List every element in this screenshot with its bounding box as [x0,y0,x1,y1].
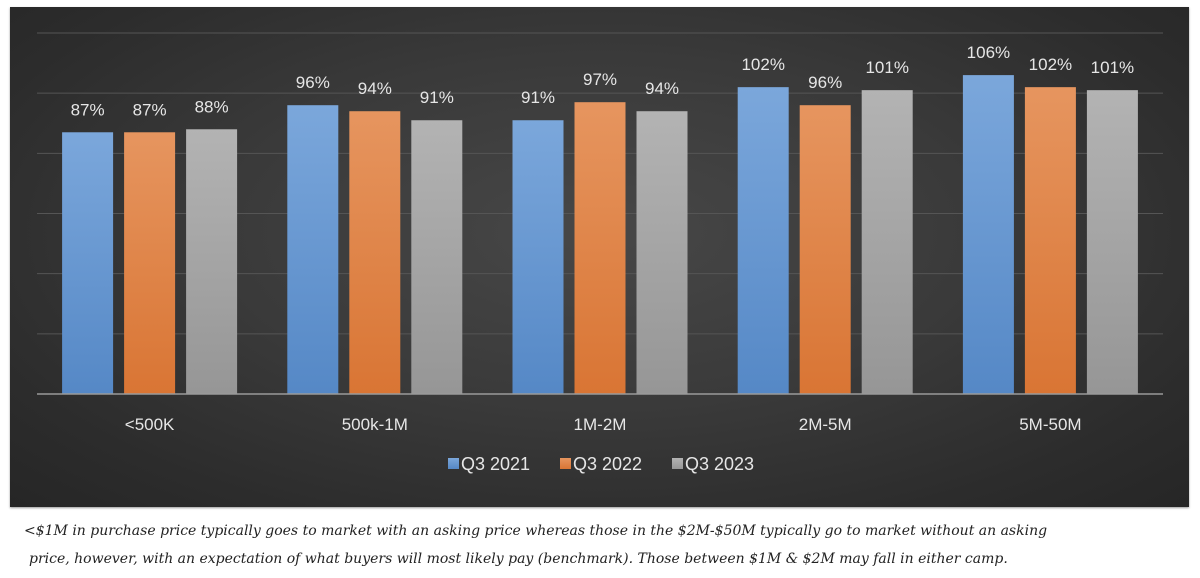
bar-q3-2022-1 [349,111,401,394]
data-label: 101% [865,58,908,77]
data-label: 101% [1091,58,1134,77]
data-labels: 87% 87% 88% 96% 94% 91% 91% 97% 94% 102% 96% 101% 10… [71,43,1135,119]
data-label: 96% [808,73,842,92]
legend-swatch-3 [672,458,683,469]
data-label: 88% [195,97,229,116]
bar-q3-2023-0 [186,129,238,394]
bar-q3-2021-4 [962,75,1014,394]
bars [62,75,1138,395]
data-label: 94% [358,79,392,98]
chart-caption: <$1M in purchase price typically goes to… [24,517,1184,573]
chart-panel: 87% 87% 88% 96% 94% 91% 91% 97% 94% 102% 96% 101% 10… [10,7,1189,507]
bar-q3-2021-1 [287,105,339,394]
legend: Q3 2021 Q3 2022 Q3 2023 [448,454,754,474]
data-label: 94% [645,79,679,98]
data-label: 91% [420,88,454,107]
category-label: 1M-2M [574,415,627,434]
data-label: 106% [967,43,1010,62]
category-label: 2M-5M [799,415,852,434]
bar-q3-2022-4 [1024,87,1076,395]
legend-swatch-1 [448,458,459,469]
legend-swatch-2 [560,458,571,469]
category-labels: <500K 500k-1M 1M-2M 2M-5M 5M-50M [125,415,1082,434]
bar-q3-2023-3 [861,90,913,395]
data-label: 87% [71,100,105,119]
data-label: 97% [583,70,617,89]
data-label: 96% [296,73,330,92]
data-label: 102% [1029,55,1072,74]
bar-q3-2022-3 [799,105,851,394]
bar-q3-2023-2 [636,111,688,394]
bar-q3-2023-4 [1086,90,1138,395]
bar-chart: 87% 87% 88% 96% 94% 91% 91% 97% 94% 102% 96% 101% 10… [37,32,1163,474]
caption-line-1: <$1M in purchase price typically goes to… [24,523,1048,539]
caption-line-2: price, however, with an expectation of w… [29,551,1008,567]
category-label: 5M-50M [1019,415,1081,434]
bar-q3-2022-2 [574,102,626,395]
bar-q3-2021-2 [512,120,564,394]
data-label: 87% [133,100,167,119]
legend-label: Q3 2022 [573,454,642,474]
category-label: 500k-1M [342,415,408,434]
data-label: 102% [741,55,784,74]
legend-label: Q3 2023 [685,454,754,474]
data-label: 91% [521,88,555,107]
bar-q3-2021-0 [62,132,114,394]
bar-q3-2023-1 [411,120,463,394]
category-label: <500K [125,415,175,434]
bar-q3-2022-0 [124,132,176,394]
legend-label: Q3 2021 [461,454,530,474]
bar-q3-2021-3 [737,87,789,395]
